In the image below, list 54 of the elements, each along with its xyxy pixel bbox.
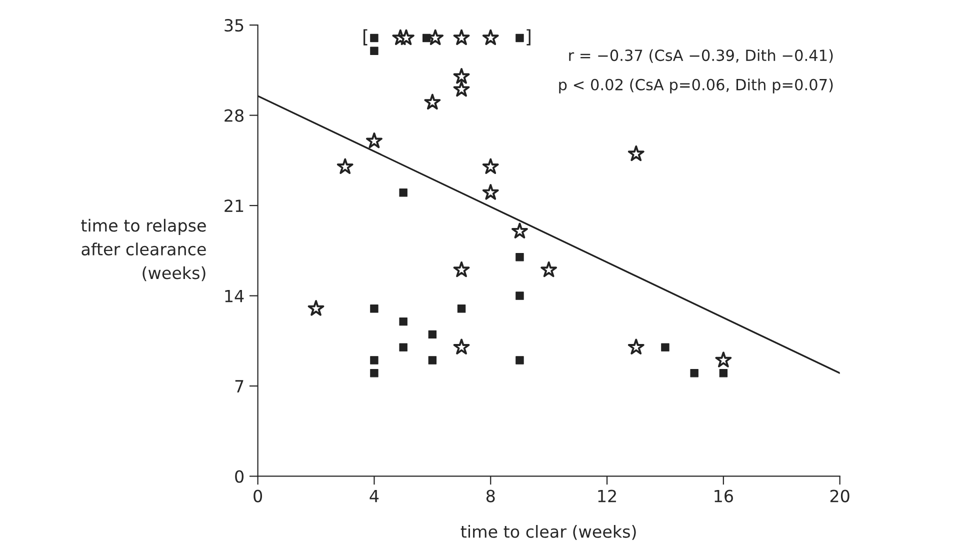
point [399,188,408,197]
point [428,356,437,364]
point [428,330,437,339]
point [482,29,499,46]
x-tick-label: 0 [254,490,262,502]
annotation: p < 0.02 (CsA p=0.06, Dith p=0.07) [559,78,833,94]
point [540,261,558,278]
point [453,80,470,97]
point [370,34,378,42]
point [516,34,524,42]
point [336,158,354,174]
point [516,252,524,262]
point [690,369,698,378]
annotation: ] [526,29,530,46]
x-tick-label: 20 [830,490,850,502]
point [366,132,382,148]
point [661,343,670,352]
point [453,261,470,278]
x-tick-label: 4 [370,490,379,502]
y-tick-label: 28 [224,109,244,122]
point [628,338,644,354]
point [516,356,524,364]
point [719,369,728,378]
y-tick-label: 7 [235,380,244,392]
point [457,304,466,313]
annotation: r = −0.37 (CsA −0.39, Dith −0.41) [569,49,833,63]
point [370,304,378,313]
x-axis-title: time to clear (weeks) [460,525,636,540]
y-axis-title: time to relapse after clearance (weeks) [81,218,206,282]
point [482,184,499,200]
x-tick-label: 8 [486,490,495,502]
point [399,317,408,326]
point [370,356,378,364]
point [512,222,528,238]
point [398,29,414,46]
point [453,338,470,354]
y-tick-label: 21 [224,199,244,212]
point [628,145,644,162]
point [370,46,378,55]
annotation: [ [364,29,368,46]
y-tick-label: 0 [235,470,244,483]
y-tick-label: 14 [225,290,244,302]
point [424,94,441,110]
x-tick-label: 16 [714,490,733,502]
point [715,352,732,368]
point [516,292,524,300]
point [453,68,470,84]
x-tick-label: 12 [598,490,616,502]
point [399,343,408,352]
y-tick-label: 35 [224,19,244,32]
point [370,369,378,378]
point [308,300,324,316]
point [453,29,470,46]
point [482,158,499,174]
